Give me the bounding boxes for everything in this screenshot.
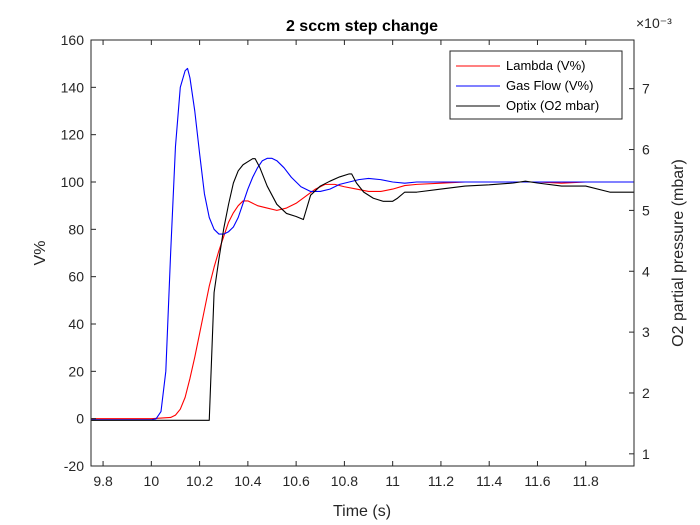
y-tick-label-left: 100 — [61, 174, 85, 190]
y-tick-label-left: 0 — [76, 411, 84, 427]
y-tick-label-right: 3 — [642, 324, 650, 340]
y-tick-label-right: 7 — [642, 81, 650, 97]
legend: Lambda (V%) Gas Flow (V%) Optix (O2 mbar… — [449, 50, 623, 120]
x-tick-label: 11.4 — [476, 473, 502, 489]
y-tick-label-left: 60 — [68, 269, 84, 285]
y-tick-label-left: 80 — [68, 221, 84, 237]
y-tick-label-right: 5 — [642, 202, 650, 218]
y-tick-label-left: 20 — [68, 363, 84, 379]
x-tick-label: 11.2 — [428, 473, 454, 489]
legend-box — [449, 50, 623, 120]
y-tick-label-right: 6 — [642, 142, 650, 158]
y-tick-label-left: 160 — [61, 32, 85, 48]
x-axis-label: Time (s) — [333, 503, 391, 520]
legend-label-optix: Optix (O2 mbar) — [506, 98, 599, 113]
y-tick-label-left: 140 — [61, 79, 85, 95]
y-tick-label-right: 2 — [642, 385, 650, 401]
right-axis-exponent: ×10⁻³ — [636, 15, 672, 31]
chart-title: 2 sccm step change — [286, 18, 438, 35]
series-line-gas-flow-v — [91, 67, 634, 421]
x-tick-label: 10.8 — [331, 473, 358, 489]
x-tick-label: 10.6 — [283, 473, 310, 489]
y-tick-label-left: -20 — [64, 458, 84, 474]
y-tick-label-left: 40 — [68, 316, 84, 332]
x-tick-label: 11.6 — [524, 473, 550, 489]
y-tick-label-left: 120 — [61, 127, 85, 143]
x-tick-label: 11.8 — [573, 473, 599, 489]
y-tick-label-right: 1 — [642, 446, 650, 462]
series-line-optix-o2-mbar — [91, 158, 634, 421]
series-layer — [91, 67, 634, 421]
legend-label-lambda: Lambda (V%) — [506, 58, 585, 73]
y-axis-label-left: V% — [32, 241, 49, 266]
legend-label-gas-flow: Gas Flow (V%) — [506, 78, 593, 93]
ticks-layer: 9.8 10 10.2 10.4 10.6 10.8 11 11.2 11.4 11.6 11.8-… — [61, 32, 650, 489]
x-tick-label: 10.2 — [186, 473, 213, 489]
x-tick-label: 10.4 — [234, 473, 261, 489]
y-tick-label-right: 4 — [642, 263, 650, 279]
x-tick-label: 9.8 — [93, 473, 113, 489]
x-tick-label: 10 — [144, 473, 160, 489]
x-tick-label: 11 — [385, 473, 400, 489]
y-axis-label-right: O2 partial pressure (mbar) — [670, 159, 687, 347]
plot-frame — [90, 39, 635, 467]
